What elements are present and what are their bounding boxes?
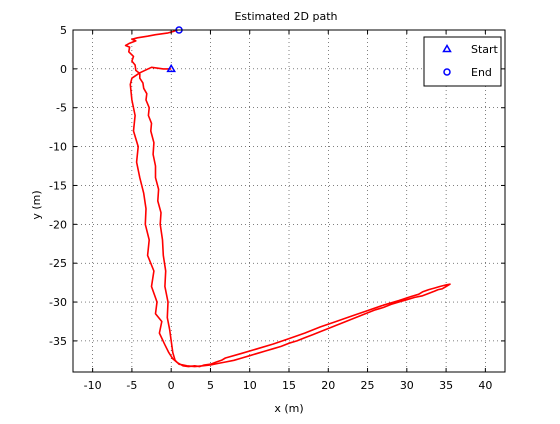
legend-start-label: Start	[471, 43, 499, 56]
x-tick-label: 10	[243, 379, 257, 392]
path-series-line	[124, 29, 451, 368]
x-tick-label: 35	[439, 379, 453, 392]
y-tick-label: -35	[49, 335, 67, 348]
x-tick-label: -10	[84, 379, 102, 392]
x-tick-label: 5	[207, 379, 214, 392]
y-tick-label: -15	[49, 179, 67, 192]
y-tick-label: 0	[60, 63, 67, 76]
legend-end-label: End	[471, 66, 492, 79]
legend-start-marker	[442, 44, 452, 53]
legend-end-marker	[443, 68, 451, 76]
x-tick-label: 20	[321, 379, 335, 392]
ticks: -10 -5 0 5 10 15 20 25 30 35 40 5 0 -5 -10 -15 -20 -25 -30…	[49, 24, 505, 392]
x-tick-label: 40	[478, 379, 492, 392]
y-axis-label: y (m)	[30, 190, 43, 219]
y-tick-label: -25	[49, 257, 67, 270]
x-tick-label: 15	[282, 379, 296, 392]
x-tick-label: 30	[400, 379, 414, 392]
y-tick-label: -30	[49, 296, 67, 309]
x-tick-label: 25	[361, 379, 375, 392]
legend-box	[423, 36, 502, 87]
chart-title: Estimated 2D path	[234, 10, 337, 23]
y-tick-label: -20	[49, 218, 67, 231]
legend: Start End	[423, 36, 502, 87]
x-axis-label: x (m)	[274, 402, 303, 415]
y-tick-label: 5	[60, 24, 67, 37]
y-tick-label: -5	[56, 102, 67, 115]
x-tick-label: 0	[168, 379, 175, 392]
x-tick-label: -5	[126, 379, 137, 392]
y-tick-label: -10	[49, 141, 67, 154]
start-marker	[166, 63, 176, 73]
